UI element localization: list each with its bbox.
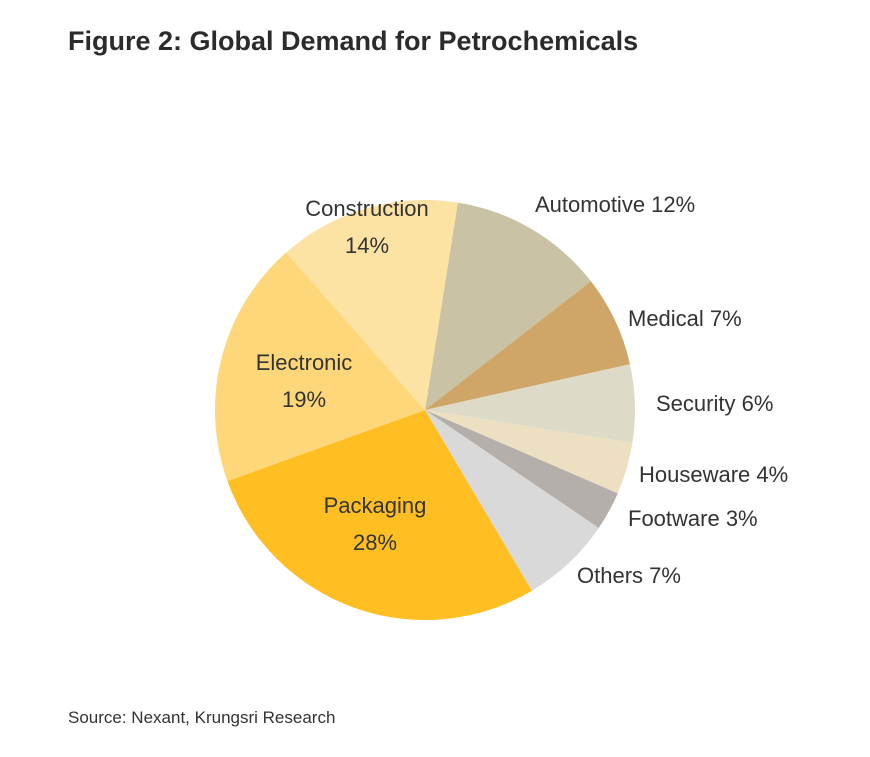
pie-slice-medical [425,281,630,410]
pie-slice-automotive [425,202,591,410]
slice-label-footware: Footware 3% [628,506,758,531]
pie-slice-construction [286,200,458,410]
pie-slice-security [425,364,635,443]
chart-title: Figure 2: Global Demand for Petrochemica… [68,26,639,56]
pie-slice-others [425,410,599,591]
pie-slice-houseware [425,410,633,494]
slice-label-houseware: Houseware 4% [639,462,788,487]
slice-label-packaging: Packaging 28% [324,493,427,555]
pie-slice-packaging [227,410,532,621]
slice-label-others: Others 7% [577,563,681,588]
source-note: Source: Nexant, Krungsri Research [68,708,336,727]
pie-slice-footware [425,410,618,529]
slice-label-construction: Construction 14% [305,196,429,258]
slice-label-medical: Medical 7% [628,306,742,331]
slice-label-electronic: Electronic 19% [256,350,353,412]
slice-label-automotive: Automotive 12% [535,192,695,217]
slice-label-security: Security 6% [656,391,773,416]
pie-slice-electronic [215,252,425,482]
